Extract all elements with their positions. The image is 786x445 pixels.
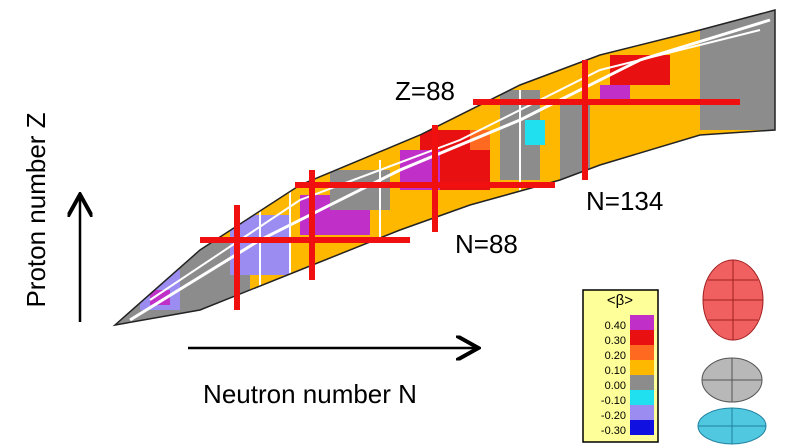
legend-swatch: [630, 360, 654, 375]
annotation: N=88: [455, 229, 518, 259]
legend-swatch: [630, 330, 654, 345]
legend-swatch: [630, 375, 654, 390]
legend-label: -0.20: [601, 410, 626, 422]
legend-title: <β>: [607, 292, 633, 309]
annotation: N=134: [586, 186, 663, 216]
y-label: Proton number Z: [21, 112, 51, 307]
legend-swatch: [630, 315, 654, 330]
legend: <β> 0.40 0.30 0.20 0.10 0.00 -0.10 -0.20 -0.30: [583, 290, 658, 442]
figure: Proton number Z Neutron number N Z=88 N=…: [0, 0, 786, 445]
nuclide-chart: [100, 0, 786, 340]
legend-label: 0.30: [605, 335, 626, 347]
legend-label: 0.20: [605, 350, 626, 362]
legend-swatch: [630, 390, 654, 405]
legend-swatch: [630, 405, 654, 420]
legend-swatch: [630, 345, 654, 360]
legend-label: -0.30: [601, 425, 626, 437]
annotation: Z=88: [395, 76, 455, 106]
legend-label: 0.40: [605, 320, 626, 332]
legend-label: 0.00: [605, 380, 626, 392]
legend-swatch: [630, 420, 654, 435]
x-label: Neutron number N: [203, 379, 417, 409]
shapes: [698, 260, 766, 444]
legend-label: -0.10: [601, 395, 626, 407]
legend-label: 0.10: [605, 365, 626, 377]
